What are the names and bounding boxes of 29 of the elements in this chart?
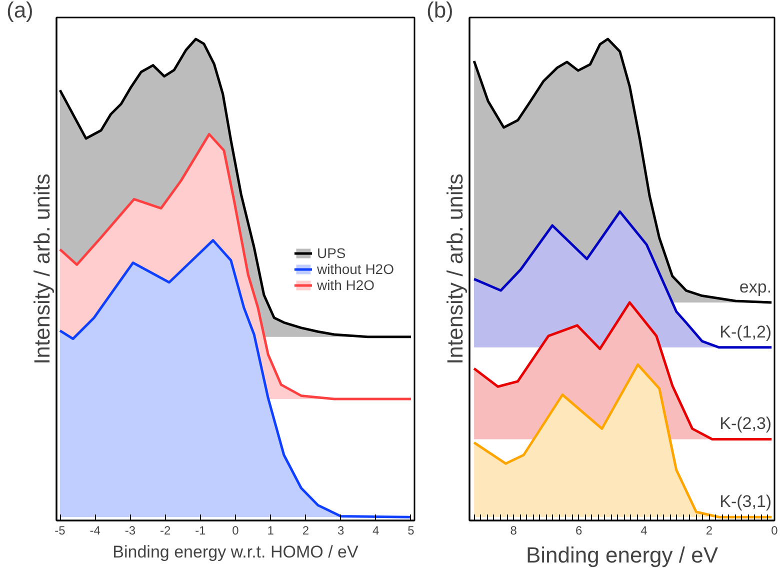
series-label: K-(2,3) [720,414,772,434]
series-label: K-(1,2) [720,322,772,342]
legend-label: without H2O [316,260,394,276]
series-label: exp. [739,277,772,296]
x-tick-label: -4 [90,524,101,538]
chart-title: (a) [6,0,34,22]
x-tick-label: 6 [575,524,582,538]
x-axis-title: Binding energy w.r.t. HOMO / eV [112,542,359,562]
x-tick-label: -3 [124,524,136,538]
x-tick-label: 4 [372,524,380,538]
x-tick-label: -5 [54,524,66,538]
x-tick-label: 5 [408,524,415,538]
x-tick-label: 4 [640,524,648,538]
x-tick-label: 2 [302,524,310,538]
legend-label: with H2O [316,276,375,292]
y-axis-title: Intensity / arb. units [442,174,468,364]
x-tick-label: 3 [337,524,344,538]
y-axis-title: Intensity / arb. units [30,174,54,364]
x-tick-label: 1 [267,524,274,538]
x-tick-label: 2 [706,524,713,538]
x-axis-title: Binding energy / eV [526,542,718,568]
legend-label: UPS [316,244,346,260]
chart-title: (b) [426,0,454,22]
x-tick-label: -2 [160,524,171,538]
x-tick-label: -1 [195,524,206,538]
x-tick-label: 8 [510,524,518,538]
x-tick-label: 0 [771,524,778,538]
x-tick-label: 0 [232,524,240,538]
series-label: K-(3,1) [720,492,772,512]
